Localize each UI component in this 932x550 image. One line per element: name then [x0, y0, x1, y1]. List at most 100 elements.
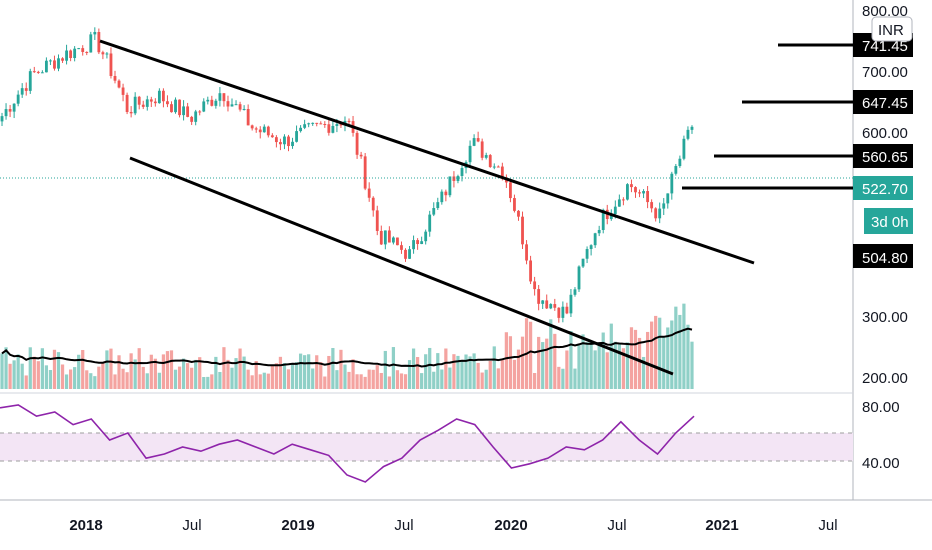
volume-bar-84 [339, 349, 343, 389]
volume-bar-32 [129, 353, 133, 389]
candle-72 [291, 137, 294, 149]
candle-52 [210, 95, 214, 107]
candle-144 [581, 258, 585, 269]
time-tick-jul-2018: Jul [182, 517, 201, 534]
candle-74 [299, 125, 303, 133]
volume-bar-18 [73, 367, 77, 389]
volume-bar-66 [266, 373, 270, 389]
candle-32 [129, 106, 133, 118]
volume-bar-105 [424, 354, 428, 389]
volume-bar-112 [452, 354, 456, 389]
volume-bar-158 [637, 337, 642, 389]
volume-bar-46 [186, 363, 190, 389]
candle-33 [133, 92, 137, 116]
candle-156 [630, 179, 633, 193]
candle-46 [186, 102, 190, 118]
volume-bar-116 [468, 356, 472, 389]
time-tick-2019: 2019 [281, 517, 314, 534]
volume-bar-73 [294, 362, 299, 389]
volume-bar-3 [12, 360, 16, 389]
currency-badge[interactable]: INR [871, 16, 913, 42]
candle-50 [202, 98, 206, 113]
candle-89 [359, 151, 363, 159]
svg-text:741.45: 741.45 [862, 38, 908, 55]
candle-54 [218, 87, 222, 107]
volume-bar-81 [327, 355, 331, 389]
candle-120 [484, 152, 488, 160]
candle-11 [44, 57, 48, 73]
volume-bar-30 [121, 368, 125, 389]
volume-bar-15 [60, 364, 65, 389]
candle-113 [456, 174, 460, 184]
volume-bar-78 [315, 355, 319, 389]
volume-bar-29 [117, 355, 121, 389]
rsi-line [0, 404, 695, 483]
volume-bar-103 [415, 357, 420, 389]
candle-96 [387, 226, 391, 243]
volume-bar-90 [363, 376, 367, 389]
volume-bar-135 [545, 338, 549, 389]
candle-17 [69, 49, 73, 62]
candle-111 [448, 176, 452, 198]
candle-88 [355, 130, 359, 159]
volume-bar-34 [137, 348, 141, 389]
candle-0 [0, 112, 4, 127]
candle-140 [565, 302, 569, 315]
candle-61 [246, 104, 250, 126]
candle-146 [589, 244, 593, 256]
price-tick-800: 800.00 [862, 3, 908, 20]
candle-40 [162, 88, 165, 108]
volume-bar-153 [617, 343, 621, 389]
volume-bar-169 [682, 303, 686, 389]
candle-79 [319, 121, 323, 125]
price-tick-600: 600.00 [862, 125, 908, 142]
candle-130 [525, 240, 528, 265]
candle-168 [678, 155, 682, 168]
candle-127 [513, 194, 516, 213]
volume-bar-99 [399, 373, 404, 389]
candle-48 [194, 109, 198, 126]
volume-bar-17 [68, 369, 73, 389]
candle-167 [674, 163, 678, 176]
volume-bar-54 [218, 371, 222, 389]
volume-bar-85 [343, 364, 347, 389]
candle-39 [157, 88, 161, 104]
candle-139 [561, 301, 565, 323]
volume-bar-146 [589, 341, 593, 389]
volume-bar-79 [319, 362, 323, 389]
candle-100 [404, 248, 407, 262]
candle-91 [367, 182, 371, 202]
volume-bar-120 [484, 369, 488, 389]
volume-bar-131 [528, 321, 533, 389]
volume-bar-98 [395, 370, 400, 389]
volume-bar-96 [387, 376, 391, 389]
candle-129 [521, 211, 524, 250]
candle-104 [420, 236, 424, 245]
volume-bar-107 [432, 371, 436, 389]
candle-160 [646, 186, 650, 209]
volume-bar-119 [480, 372, 484, 389]
volume-bar-100 [403, 374, 408, 389]
candle-49 [198, 110, 202, 116]
candle-101 [408, 245, 411, 260]
candle-1 [4, 103, 8, 120]
volume-bar-7 [28, 347, 32, 389]
candle-28 [113, 70, 117, 84]
volume-bar-144 [581, 334, 585, 389]
volume-bar-124 [500, 358, 504, 389]
volume-bar-55 [222, 347, 226, 389]
candle-16 [65, 44, 68, 65]
candle-68 [274, 135, 278, 148]
volume-bar-42 [169, 350, 174, 389]
candle-20 [81, 45, 85, 56]
volume-bar-151 [609, 323, 613, 389]
candle-9 [36, 70, 40, 74]
volume-bar-170 [686, 324, 690, 389]
volume-bar-45 [181, 358, 186, 389]
rsi-band [0, 433, 853, 461]
volume-bar-141 [569, 330, 573, 389]
volume-bar-160 [645, 331, 650, 389]
volume-bar-77 [311, 368, 315, 389]
upper-channel-trendline [99, 39, 755, 265]
